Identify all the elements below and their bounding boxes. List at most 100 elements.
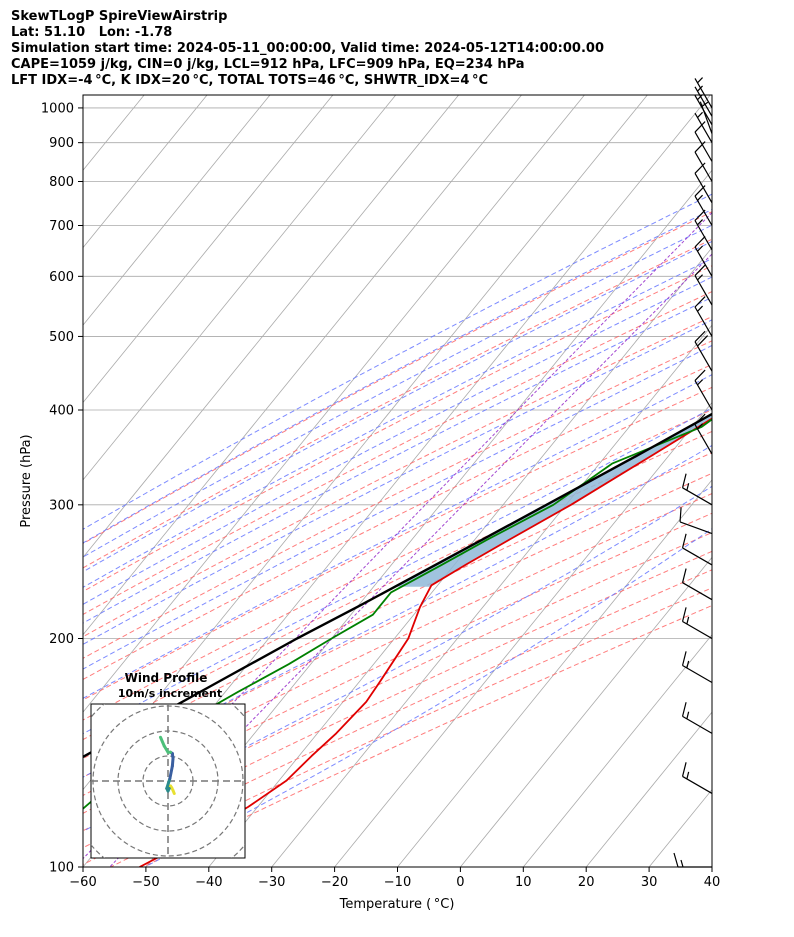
isotherm-line [648,788,712,867]
mixing-ratio-line [83,211,712,860]
wind-barb-shaft [694,275,713,306]
isotherm-line [208,247,712,867]
wind-barb [694,236,713,277]
wind-barb [694,121,713,162]
wind-barb-flag [694,236,706,248]
dry-adiabat-line [83,363,712,681]
wind-barb-shaft [694,131,713,162]
moist-adiabat-line [144,528,712,867]
y-tick-label: 400 [49,403,74,418]
wind-barb [694,141,713,182]
y-tick-label: 500 [49,330,74,345]
wind-barb-shaft [694,195,713,226]
wind-barb-flag [694,162,706,174]
dry-adiabat-line [83,550,712,849]
wind-barb-flag [694,413,706,425]
wind-barb-flag [681,607,687,622]
x-axis-label: Temperature ( °C) [339,897,455,912]
x-tick-label: −10 [384,875,411,890]
chart-header: SkewTLogP SpireViewAirstrip Lat: 51.10 L… [11,9,604,89]
wind-barb-flag [694,369,706,381]
x-tick-label: −60 [69,875,96,890]
wind-barb-half-flag [697,274,703,281]
station-title: SkewTLogP SpireViewAirstrip [11,9,228,24]
wind-barb-shaft [694,380,713,411]
wind-barb-flag [694,121,706,133]
moist-adiabat-line [83,407,712,735]
y-axis-label: Pressure (hPa) [19,434,34,527]
wind-barb-flag [681,473,687,488]
wind-barb-half-flag [697,305,703,312]
x-tick-label: −30 [258,875,285,890]
time-line: Simulation start time: 2024-05-11_00:00:… [11,41,604,56]
wind-barb [681,651,713,684]
wind-barb-shaft [694,220,713,251]
wind-barb-shaft [694,151,713,182]
wind-barb [694,413,713,455]
dry-adiabat-line [83,265,712,593]
y-axis-ticks: 100 200 300 400 500 600 700 800 900 1000 [41,101,83,876]
wind-barb [694,162,713,204]
wind-barb-half-flag [686,711,690,719]
parcel-path [83,412,712,759]
wind-barb-half-flag [697,423,703,430]
wind-barb-flag [681,568,687,583]
hodograph-trace-segment [165,777,172,790]
isotherm-line [585,711,712,867]
dry-adiabat-line [109,587,712,867]
y-tick-label: 900 [49,136,74,151]
wind-barb [679,507,713,535]
x-tick-label: 0 [456,875,464,890]
wind-barb [681,473,713,506]
wind-barb-half-flag [686,660,690,669]
wind-barb-flag [673,852,679,868]
wind-barb-shaft [694,424,713,455]
wind-barb [681,762,713,794]
wind-barb-flag [697,335,709,347]
dry-adiabat-line [83,340,712,659]
hodograph-trace-segment [159,735,166,748]
y-tick-label: 700 [49,219,74,234]
wind-barb-shaft [694,95,713,126]
x-tick-label: 20 [578,875,595,890]
isotherm-line [83,95,459,558]
wind-barb [681,533,713,566]
wind-barb-shaft [694,86,713,117]
wind-barb-half-flag [686,616,690,625]
wind-barb-flag [694,141,706,153]
wind-barb [694,264,713,306]
wind-barb [694,185,713,226]
wind-barb-half-flag [697,194,703,201]
isotherm-line [83,95,208,249]
x-tick-label: 40 [704,875,721,890]
wind-barb-flag [681,651,687,666]
y-tick-label: 200 [49,632,74,647]
wind-barb-shaft [694,173,713,204]
hodograph-subtitle: 10m/s increment [118,687,222,700]
wind-barb-flag [694,296,706,308]
wind-barb [694,85,713,117]
dry-adiabat-line [83,238,712,569]
hodograph-inset: Wind Profile 10m/s increment [90,671,246,859]
dry-adiabat-line [83,569,712,866]
wind-barb-flag [681,702,687,717]
wind-barb-half-flag [680,859,684,868]
wind-barb-half-flag [686,771,690,780]
cape-region [395,413,712,587]
wind-barb-shaft [694,306,713,337]
wind-barbs [673,77,713,868]
wind-barb [694,369,713,411]
x-tick-label: 30 [641,875,658,890]
wind-barb-shaft [682,715,713,734]
wind-barb-shaft [694,112,713,143]
isotherm-line [83,95,271,326]
x-tick-label: −50 [132,875,159,890]
moist-adiabat-line [83,257,712,588]
wind-barb [681,607,713,640]
wind-barb-half-flag [697,379,703,386]
wind-barb-flag [694,330,706,343]
wind-barb-flag [679,507,682,522]
hodograph-trace-segment [168,764,174,780]
wind-barb-flag [694,264,706,276]
